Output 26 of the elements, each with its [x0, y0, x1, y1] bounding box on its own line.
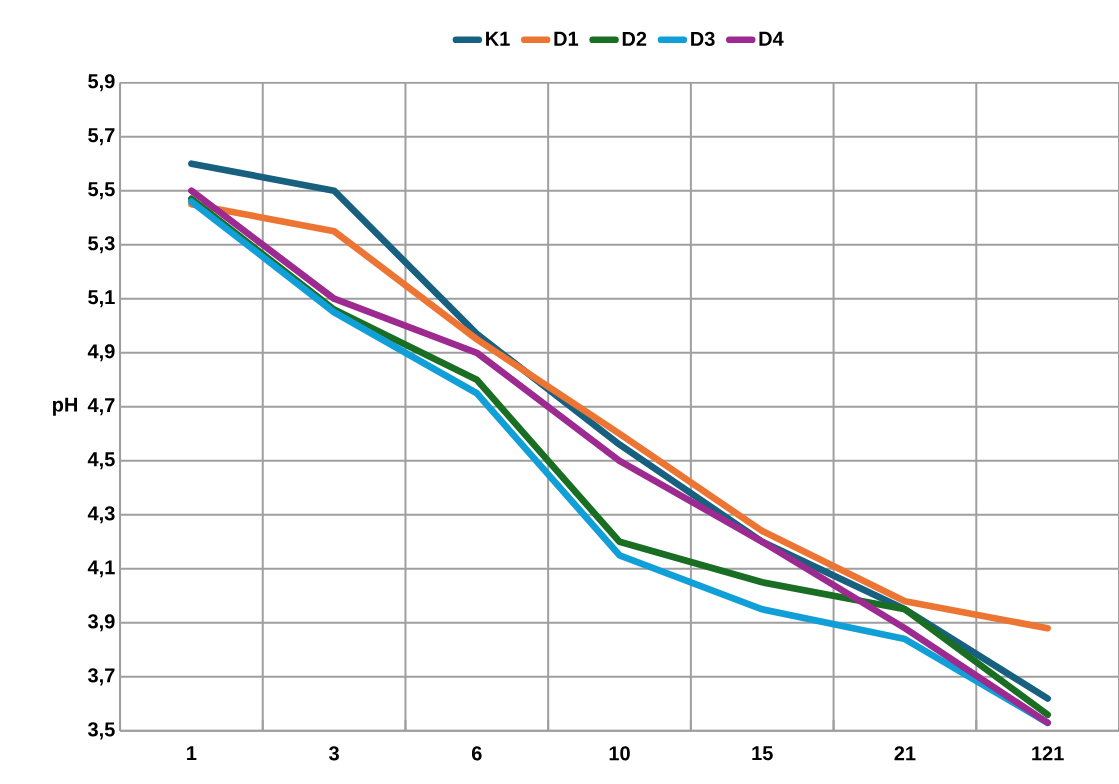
x-tick-label: 15 — [752, 746, 773, 761]
y-tick-label: 4,7 — [87, 398, 115, 416]
y-tick-label: 3,7 — [87, 668, 115, 686]
legend-label: D1 — [554, 31, 579, 46]
legend-label: D3 — [691, 31, 715, 46]
x-tick-label: 21 — [894, 746, 916, 761]
y-tick-label: 5,7 — [88, 128, 115, 146]
y-tick-label: 4,9 — [87, 344, 115, 362]
y-tick-label: 4,1 — [87, 560, 115, 578]
y-tick-label: 5,5 — [88, 182, 115, 200]
y-axis-title: pH — [53, 397, 78, 416]
legend-label: K1 — [486, 31, 510, 46]
y-tick-label: 5,9 — [88, 74, 115, 92]
legend-label: D2 — [622, 31, 647, 46]
x-tick-label: 1 — [187, 746, 197, 760]
y-tick-label: 4,3 — [87, 506, 115, 524]
x-tick-label: 3 — [329, 746, 339, 761]
y-tick-label: 5,1 — [88, 290, 115, 308]
legend-label: D4 — [759, 31, 784, 46]
y-tick-label: 4,5 — [87, 452, 115, 470]
x-tick-label: 6 — [471, 746, 482, 761]
x-tick-label: 121 — [1032, 746, 1064, 761]
x-tick-label: 10 — [609, 746, 630, 761]
y-tick-label: 5,3 — [88, 236, 115, 254]
y-tick-label: 3,5 — [87, 722, 115, 740]
y-tick-label: 3,9 — [87, 614, 115, 632]
